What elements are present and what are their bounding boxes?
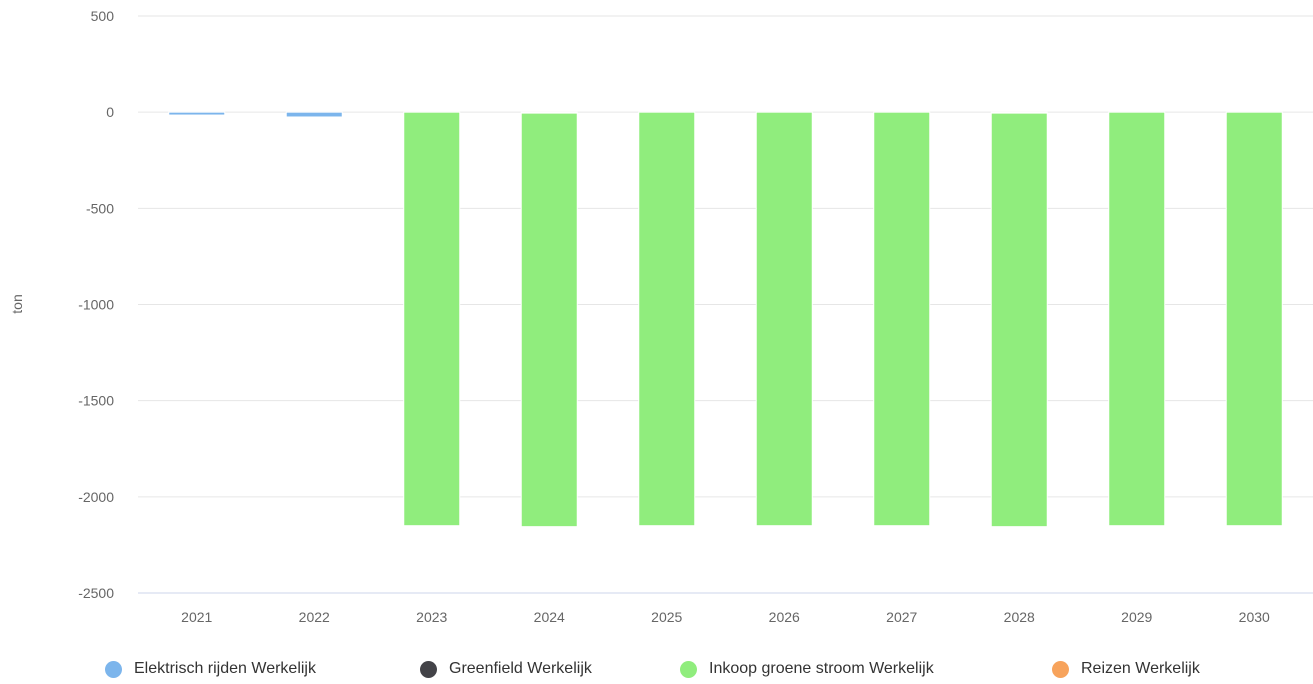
legend-marker [105, 660, 122, 678]
bar-2030-inkoop-groene-stroom-werkelijk[interactable] [1225, 111, 1283, 527]
x-tick-label: 2023 [416, 609, 447, 625]
bar-2029-inkoop-groene-stroom-werkelijk[interactable] [1108, 111, 1166, 527]
y-tick-label: -500 [86, 200, 114, 216]
y-tick-label: -1000 [78, 297, 114, 313]
bar-2021-elektrisch-rijden-werkelijk[interactable] [168, 111, 226, 116]
y-tick-label: -2500 [78, 585, 114, 601]
x-tick-label: 2030 [1239, 609, 1270, 625]
x-tick-label: 2029 [1121, 609, 1152, 625]
y-tick-label: -2000 [78, 489, 114, 505]
legend-label: Reizen Werkelijk [1081, 660, 1200, 677]
x-tick-label: 2021 [181, 609, 212, 625]
x-tick-label: 2028 [1004, 609, 1035, 625]
y-tick-label: 0 [106, 104, 114, 120]
y-tick-label: -1500 [78, 393, 114, 409]
x-tick-label: 2022 [299, 609, 330, 625]
legend-item[interactable]: Reizen Werkelijk [1052, 655, 1200, 683]
bar-2025-inkoop-groene-stroom-werkelijk[interactable] [638, 111, 696, 527]
bar-2022-elektrisch-rijden-werkelijk[interactable] [285, 111, 343, 118]
legend-label: Greenfield Werkelijk [449, 660, 592, 677]
x-tick-label: 2024 [534, 609, 565, 625]
bar-2023-inkoop-groene-stroom-werkelijk[interactable] [403, 111, 461, 527]
bars [168, 111, 1283, 528]
y-axis-ticks: 500 0 -500 -1000 -1500 -2000 -2500 [78, 8, 114, 601]
x-tick-label: 2026 [769, 609, 800, 625]
legend-marker [420, 660, 437, 678]
legend-item[interactable]: Elektrisch rijden Werkelijk [105, 655, 316, 683]
bar-2024-inkoop-groene-stroom-werkelijk[interactable] [520, 112, 578, 528]
y-axis-title: ton [9, 294, 25, 313]
bar-2027-inkoop-groene-stroom-werkelijk[interactable] [873, 111, 931, 527]
bar-2026-inkoop-groene-stroom-werkelijk[interactable] [755, 111, 813, 527]
legend-label: Inkoop groene stroom Werkelijk [709, 660, 934, 677]
legend-label: Elektrisch rijden Werkelijk [134, 660, 316, 677]
legend-marker [1052, 660, 1069, 678]
x-tick-label: 2025 [651, 609, 682, 625]
legend-item[interactable]: Greenfield Werkelijk [420, 655, 592, 683]
x-tick-label: 2027 [886, 609, 917, 625]
y-tick-label: 500 [91, 8, 115, 24]
x-axis-ticks: 2021 2022 2023 2024 2025 2026 2027 2028 2029 2030 [181, 609, 1270, 625]
bar-2028-inkoop-groene-stroom-werkelijk[interactable] [990, 112, 1048, 528]
legend-marker [680, 660, 697, 678]
legend: Elektrisch rijden Werkelijk Greenfield We… [0, 655, 1313, 683]
legend-item[interactable]: Inkoop groene stroom Werkelijk [680, 655, 934, 683]
